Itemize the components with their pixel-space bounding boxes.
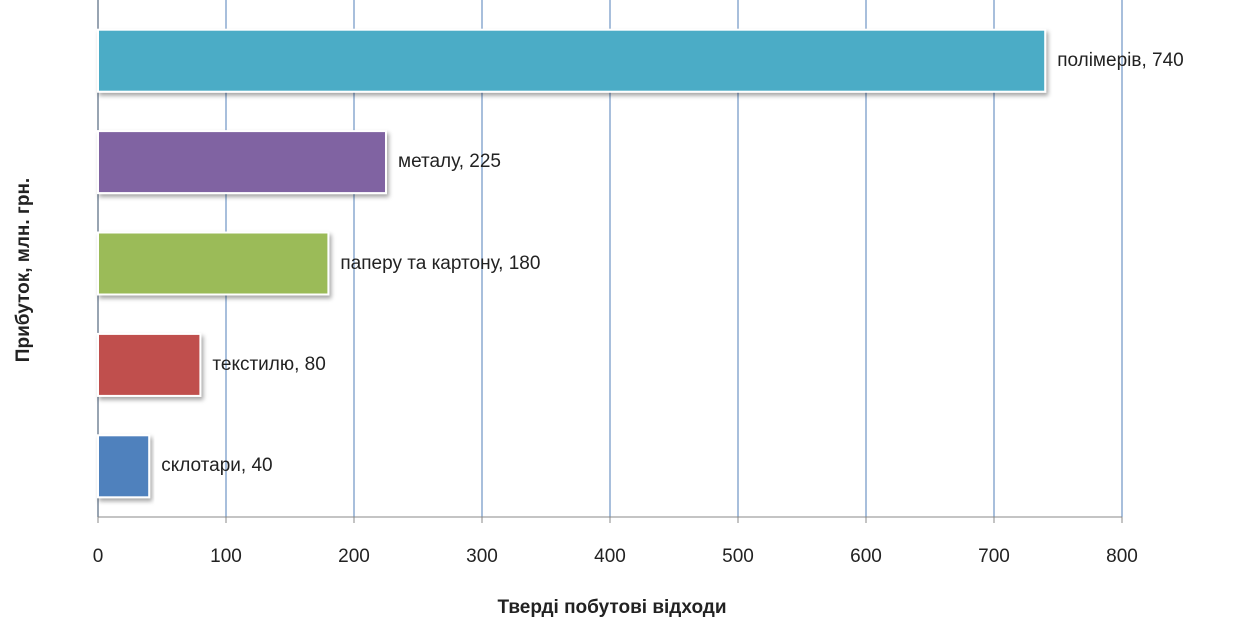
bar — [97, 434, 151, 499]
y-axis-label: Прибуток, млн. грн. — [13, 178, 34, 362]
x-tick-label: 500 — [722, 546, 754, 567]
x-axis-label: Тверді побутові відходи — [497, 597, 726, 618]
x-tick-label: 700 — [978, 546, 1010, 567]
bar — [97, 231, 330, 296]
x-tick-label: 300 — [466, 546, 498, 567]
x-tick-label: 800 — [1106, 546, 1138, 567]
data-label: металу, 225 — [398, 151, 501, 173]
x-tick-label: 0 — [93, 546, 104, 567]
data-label: текстилю, 80 — [212, 353, 326, 375]
data-label: склотари, 40 — [161, 455, 273, 477]
x-tick-label: 400 — [594, 546, 626, 567]
x-tick-label: 200 — [338, 546, 370, 567]
x-tick-label: 100 — [210, 546, 242, 567]
data-label: паперу та картону, 180 — [340, 252, 541, 274]
bar — [97, 28, 1047, 93]
bar — [97, 130, 387, 195]
data-label: полімерів, 740 — [1057, 49, 1184, 71]
bar — [97, 332, 202, 397]
x-tick-label: 600 — [850, 546, 882, 567]
